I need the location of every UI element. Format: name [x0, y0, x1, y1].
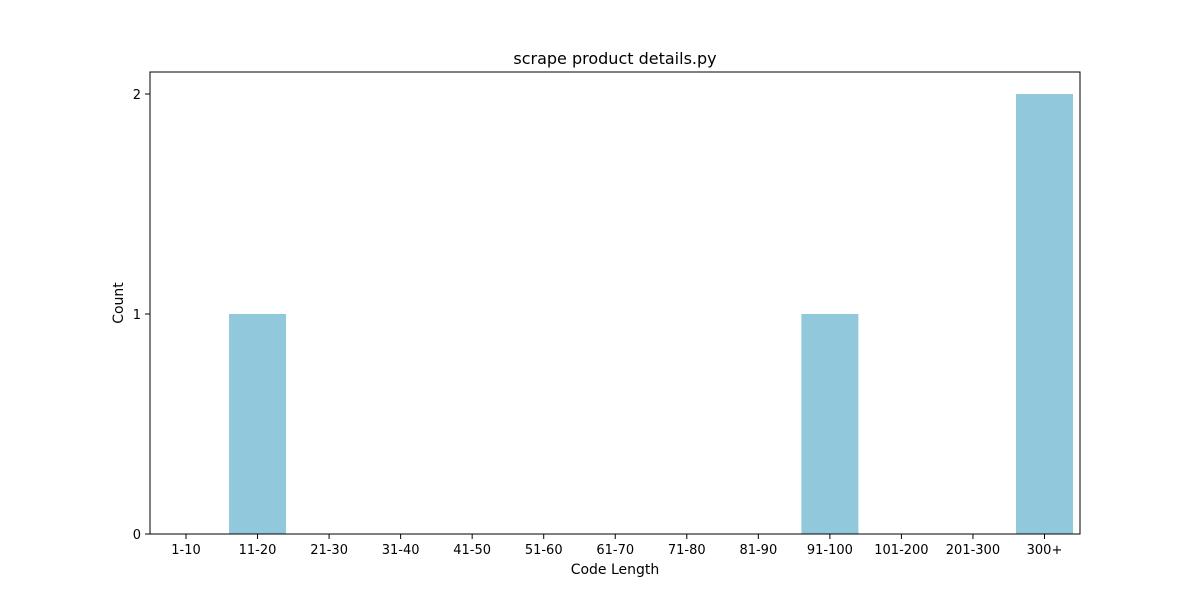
x-tick-label: 11-20 — [239, 543, 277, 558]
x-tick-label: 1-10 — [171, 543, 201, 558]
x-tick-label: 300+ — [1027, 543, 1063, 558]
x-tick-label: 81-90 — [739, 543, 777, 558]
x-tick-label: 31-40 — [382, 543, 420, 558]
x-tick-label: 201-300 — [946, 543, 1000, 558]
x-tick-label: 61-70 — [596, 543, 634, 558]
bar-11-20 — [229, 314, 287, 534]
x-tick-label: 101-200 — [874, 543, 928, 558]
x-tick-label: 41-50 — [453, 543, 491, 558]
plot-area-frame — [149, 71, 1081, 535]
y-tick-label: 2 — [133, 88, 141, 103]
chart-title: scrape product details.py — [513, 49, 716, 68]
bar-300+ — [1016, 94, 1073, 534]
x-tick-label: 71-80 — [668, 543, 706, 558]
x-tick-label: 21-30 — [310, 543, 348, 558]
bar-91-100 — [801, 314, 859, 534]
bars-group — [229, 94, 1073, 534]
x-tick-label: 91-100 — [807, 543, 853, 558]
y-axis-ticks: 0 1 2 — [133, 88, 150, 543]
x-axis-label: Code Length — [571, 562, 660, 578]
y-tick-label: 1 — [133, 308, 141, 323]
x-tick-label: 51-60 — [525, 543, 563, 558]
y-axis-label: Count — [111, 282, 127, 324]
x-axis-ticks: 1-10 11-20 21-30 31-40 41-50 51-60 61-70 71-80 8… — [171, 534, 1062, 558]
y-tick-label: 0 — [133, 528, 141, 543]
